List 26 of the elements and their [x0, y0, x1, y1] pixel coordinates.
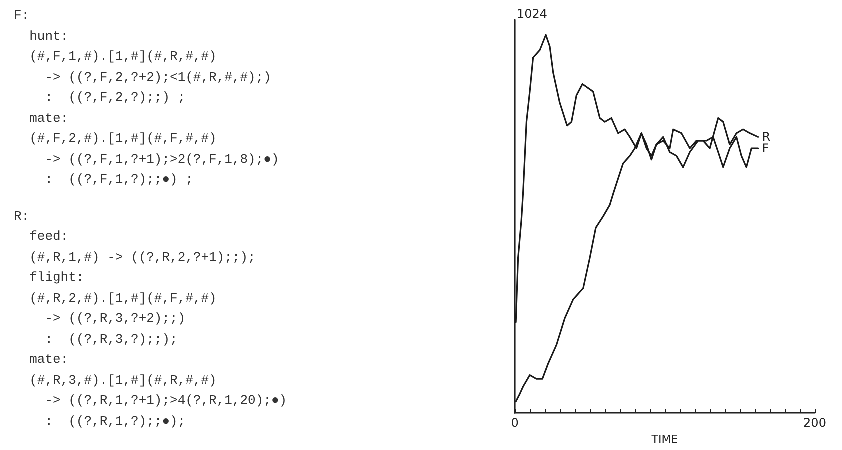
series-label: F: [762, 142, 770, 156]
text: flight:: [28, 269, 86, 287]
text: -> ((?,F,1,?+1);>2(?,F,1,8);●): [44, 150, 280, 168]
text: feed:: [28, 228, 70, 246]
text: (#,R,2,#).[1,#](#,F,#,#): [28, 290, 218, 308]
text: : ((?,F,1,?);;●) ;: [44, 171, 194, 189]
text: (#,R,1,#) -> ((?,R,2,?+1);;);: [28, 248, 257, 266]
text: mate:: [28, 351, 70, 369]
text: R:: [14, 208, 31, 226]
series-label: R: [762, 130, 771, 144]
text: (#,F,1,#).[1,#](#,R,#,#): [28, 48, 218, 66]
text: : ((?,R,1,?);;●);: [44, 412, 187, 430]
text: -> ((?,F,2,?+2);<1(#,R,#,#);): [44, 68, 272, 86]
x-tick-label: 0: [511, 416, 519, 430]
text: -> ((?,R,1,?+1);>4(?,R,1,20);●): [44, 392, 288, 410]
text: : ((?,F,2,?);;) ;: [44, 89, 187, 107]
text: (#,F,2,#).[1,#](#,F,#,#): [28, 130, 218, 148]
text: hunt:: [28, 28, 70, 46]
x-tick-label: 200: [804, 416, 826, 430]
text: -> ((?,R,3,?+2);;): [44, 310, 187, 328]
text: 1024: [517, 7, 548, 21]
text: mate:: [28, 110, 70, 128]
x-axis-title: TIME: [650, 433, 678, 446]
text: F:: [14, 7, 31, 25]
text: : ((?,R,3,?);;);: [44, 330, 179, 348]
text: (#,R,3,#).[1,#](#,R,#,#): [28, 372, 218, 390]
